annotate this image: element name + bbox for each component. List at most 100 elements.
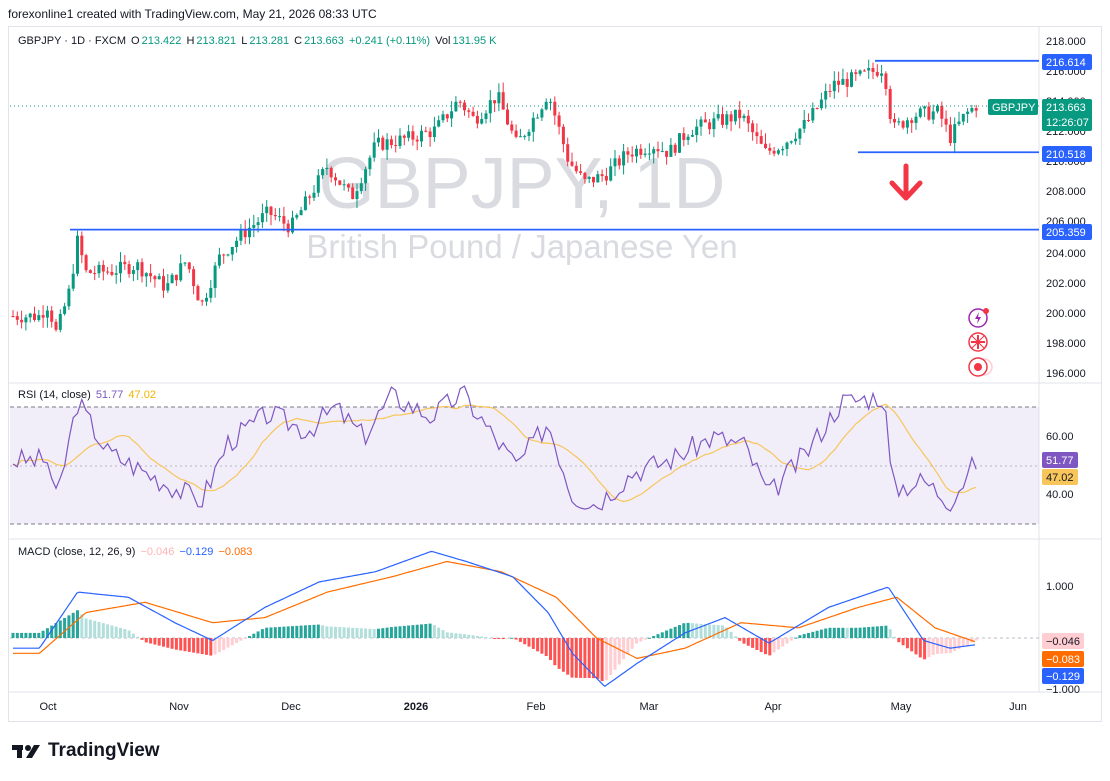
macd-histogram-bar (819, 629, 823, 638)
levels-layer[interactable] (70, 59, 1039, 231)
candle-body (695, 126, 699, 136)
candle-body (179, 263, 183, 281)
macd-histogram-bar (346, 627, 350, 638)
macd-histogram-bar (205, 638, 208, 655)
candle-body (432, 126, 436, 138)
time-tick: 2026 (404, 701, 428, 713)
macd-histogram-bar (11, 632, 15, 638)
svg-text:210.518: 210.518 (1046, 149, 1086, 161)
macd-legend[interactable]: MACD (close, 12, 26, 9) −0.046 −0.129 −0… (18, 546, 254, 558)
candle-body (321, 169, 325, 176)
candle-body (368, 157, 372, 170)
price-label-low[interactable]: 205.359 (1042, 224, 1092, 240)
macd-histogram-bar (84, 618, 88, 638)
candle-body (733, 109, 737, 122)
tradingview-logo[interactable]: TradingView (12, 740, 160, 762)
macd-label-hist[interactable]: −0.046 (1042, 633, 1084, 649)
candle-body (269, 206, 273, 216)
macd-histogram-bar (665, 630, 669, 638)
macd-histogram-bar (359, 628, 363, 638)
macd-histogram-bar (742, 638, 746, 644)
macd-histogram-bar (518, 638, 522, 642)
macd-label-signal[interactable]: −0.083 (1042, 651, 1084, 667)
macd-histogram-bar (764, 638, 767, 655)
macd-histogram-bar (918, 638, 922, 658)
macd-histogram-bar (549, 638, 552, 660)
price-axis[interactable]: 218.000 216.000 214.000 212.000 210.000 … (1046, 36, 1086, 380)
candle-body (415, 139, 419, 142)
rsi-legend[interactable]: RSI (14, close) 51.77 47.02 (18, 389, 158, 401)
macd-histogram-bar (630, 638, 634, 649)
candle-body (746, 115, 750, 124)
macd-label-macd[interactable]: −0.129 (1042, 668, 1084, 684)
candle-body (157, 276, 161, 280)
macd-histogram-bar (609, 638, 613, 675)
candle-body (643, 153, 647, 155)
macd-histogram-bar (187, 638, 191, 652)
candle-body (764, 143, 767, 148)
down-arrow-annotation[interactable] (889, 163, 923, 201)
candle-body (600, 174, 604, 176)
candle-body (862, 70, 866, 72)
macd-histogram-bar (695, 623, 699, 638)
time-axis[interactable]: Oct Nov Dec 2026 Feb Mar Apr May Jun (39, 701, 1026, 713)
candle-body (497, 92, 501, 104)
main-legend[interactable]: GBPJPY · 1D · FXCM O 213.422 H 213.821 L 21… (18, 35, 499, 47)
macd-histogram-bar (682, 623, 686, 638)
macd-legend-title: MACD (close, 12, 26, 9) (18, 546, 136, 558)
macd-histogram-bar (76, 610, 79, 638)
candle-body (76, 235, 79, 274)
price-label-last[interactable]: 213.663 12:26:07 (1042, 99, 1092, 131)
candle-body (841, 78, 845, 85)
macd-histogram-bar (243, 638, 247, 639)
svg-text:12:26:07: 12:26:07 (1046, 117, 1089, 129)
macd-histogram-bar (927, 638, 931, 658)
macd-histogram-bar (673, 626, 677, 638)
candle-body (686, 136, 690, 140)
svg-text:213.663: 213.663 (1046, 102, 1086, 114)
candle-body (639, 148, 643, 155)
japan-flag-icon[interactable] (968, 357, 993, 377)
legend-volume-label: Vol (435, 35, 451, 47)
uk-flag-icon[interactable] (968, 332, 988, 352)
macd-histogram-bar (471, 635, 475, 638)
macd-legend-macd: −0.129 (179, 546, 214, 558)
flash-icon[interactable] (968, 308, 989, 328)
chart-frame (8, 26, 1102, 722)
rsi-label-ma[interactable]: 47.02 (1042, 469, 1078, 485)
macd-histogram-bar (213, 638, 217, 655)
candle-body (974, 108, 978, 111)
candle-body (630, 154, 634, 157)
candle-body (209, 287, 213, 298)
macd-histogram-bar (617, 638, 621, 665)
symbol-tag[interactable]: GBPJPY (988, 99, 1038, 115)
candle-body (200, 300, 204, 302)
candle-body (893, 118, 896, 123)
candle-body (850, 72, 853, 87)
macd-histogram-bar (944, 638, 948, 654)
price-label-mid[interactable]: 210.518 (1042, 146, 1092, 162)
macd-histogram-bar (841, 627, 845, 638)
macd-histogram-bar (37, 632, 41, 638)
candle-body (394, 145, 398, 147)
candle-body (785, 142, 789, 149)
macd-histogram-bar (63, 617, 67, 638)
macd-histogram-bar (291, 626, 294, 638)
candle-body (454, 101, 458, 112)
macd-histogram-bar (450, 632, 454, 638)
macd-histogram-bar (402, 625, 406, 638)
macd-histogram-bar (626, 638, 630, 655)
macd-histogram-bar (463, 634, 466, 638)
candle-body (230, 247, 234, 255)
candle-body (420, 130, 423, 142)
macd-histogram-bar (480, 636, 484, 638)
rsi-label-last[interactable]: 51.77 (1042, 452, 1078, 468)
candle-body (708, 122, 712, 130)
macd-histogram-bar (746, 638, 750, 646)
candle-body (33, 313, 36, 320)
price-label-high[interactable]: 216.614 (1042, 54, 1092, 70)
macd-line (13, 550, 976, 687)
macd-histogram-bar (398, 626, 402, 638)
macd-histogram-bar (140, 638, 144, 640)
